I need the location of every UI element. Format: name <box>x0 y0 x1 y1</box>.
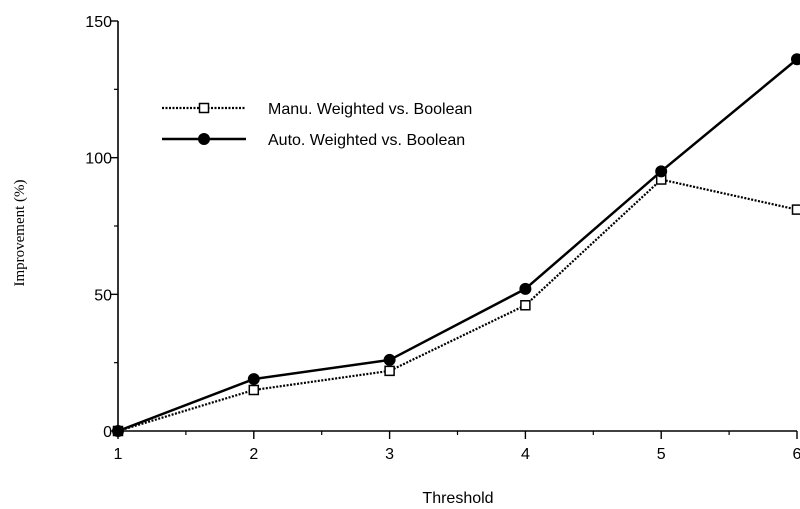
y-tick-label: 50 <box>94 287 112 304</box>
legend-label: Manu. Weighted vs. Boolean <box>268 101 472 118</box>
data-point <box>383 353 396 366</box>
y-tick-label: 100 <box>85 151 112 168</box>
series-1 <box>112 174 800 437</box>
y-tick-label: 0 <box>103 424 112 441</box>
series-line <box>117 178 798 433</box>
data-point <box>384 365 395 377</box>
legend-marker <box>198 133 210 145</box>
x-tick-label: 3 <box>385 446 394 463</box>
y-tick-label: 150 <box>85 14 112 31</box>
data-point <box>655 165 668 178</box>
data-point <box>520 300 531 311</box>
data-point <box>791 53 800 66</box>
series-line <box>117 58 798 433</box>
data-point <box>791 204 800 215</box>
data-point <box>247 373 260 386</box>
data-point <box>112 425 124 437</box>
x-tick-label: 5 <box>657 446 666 463</box>
series-2 <box>112 53 800 437</box>
axes: 0 50 100 150 1 2 3 4 5 6 <box>85 14 800 463</box>
x-tick-label: 6 <box>793 446 800 463</box>
x-tick-label: 4 <box>521 446 530 463</box>
data-point <box>519 282 532 295</box>
legend-marker <box>198 102 210 114</box>
data-point <box>248 384 260 396</box>
legend: Manu. Weighted vs. Boolean Auto. Weighted… <box>162 101 472 149</box>
x-axis-title: Threshold <box>422 490 493 507</box>
legend-label: Auto. Weighted vs. Boolean <box>268 132 465 149</box>
x-tick-label: 2 <box>249 446 258 463</box>
x-tick-label: 1 <box>114 446 123 463</box>
series-layer <box>112 53 800 437</box>
y-axis-title: Improvement (%) <box>12 179 28 286</box>
